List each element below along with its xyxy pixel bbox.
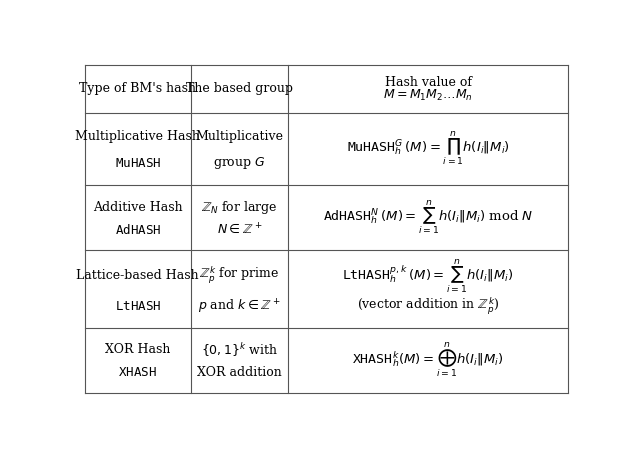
Text: $\{0,1\}^k$ with: $\{0,1\}^k$ with <box>201 341 278 359</box>
Text: group $G$: group $G$ <box>213 155 266 171</box>
Text: $\mathtt{MuHASH}^G_h\,(M) = \prod_{i=1}^{n} h(I_i \| M_i)$: $\mathtt{MuHASH}^G_h\,(M) = \prod_{i=1}^… <box>347 130 510 168</box>
Text: Type of BM's hash: Type of BM's hash <box>79 82 196 96</box>
Text: $\mathbb{Z}_p^k$ for prime: $\mathbb{Z}_p^k$ for prime <box>199 265 280 286</box>
Text: $N \in \mathbb{Z}^+$: $N \in \mathbb{Z}^+$ <box>217 222 262 237</box>
Text: $\mathbb{Z}_N$ for large: $\mathbb{Z}_N$ for large <box>201 199 278 216</box>
Text: $M = M_1 M_2 \ldots M_n$: $M = M_1 M_2 \ldots M_n$ <box>383 87 473 103</box>
Text: Lattice-based Hash: Lattice-based Hash <box>76 269 199 281</box>
Text: $\mathtt{AdHASH}$: $\mathtt{AdHASH}$ <box>115 223 161 237</box>
Text: Hash value of: Hash value of <box>385 76 471 89</box>
Text: Additive Hash: Additive Hash <box>93 201 183 214</box>
Text: XOR addition: XOR addition <box>197 366 282 379</box>
Text: $\mathtt{XHASH}^k_h(M) = \bigoplus_{i=1}^{n} h(I_i \| M_i)$: $\mathtt{XHASH}^k_h(M) = \bigoplus_{i=1}… <box>352 341 504 380</box>
Text: Multiplicative: Multiplicative <box>196 130 283 144</box>
Text: Multiplicative Hash: Multiplicative Hash <box>75 130 200 144</box>
Text: $\mathtt{LtHASH}$: $\mathtt{LtHASH}$ <box>115 300 161 313</box>
Text: XOR Hash: XOR Hash <box>105 343 171 357</box>
Text: $p$ and $k \in \mathbb{Z}^+$: $p$ and $k \in \mathbb{Z}^+$ <box>198 297 281 316</box>
Text: $\mathtt{AdHASH}^N_h\,(M) = \sum_{i=1}^{n} h(I_i \| M_i)\;$mod $N$: $\mathtt{AdHASH}^N_h\,(M) = \sum_{i=1}^{… <box>323 198 533 236</box>
Text: The based group: The based group <box>186 82 293 96</box>
Text: $\mathtt{LtHASH}^{p,k}_h\,(M) = \sum_{i=1}^{n} h(I_i \| M_i)$: $\mathtt{LtHASH}^{p,k}_h\,(M) = \sum_{i=… <box>342 258 514 296</box>
Text: (vector addition in $\mathbb{Z}_p^k$): (vector addition in $\mathbb{Z}_p^k$) <box>357 296 499 317</box>
Text: $\mathtt{MuHASH}$: $\mathtt{MuHASH}$ <box>115 157 161 169</box>
Text: $\mathtt{XHASH}$: $\mathtt{XHASH}$ <box>118 366 157 379</box>
